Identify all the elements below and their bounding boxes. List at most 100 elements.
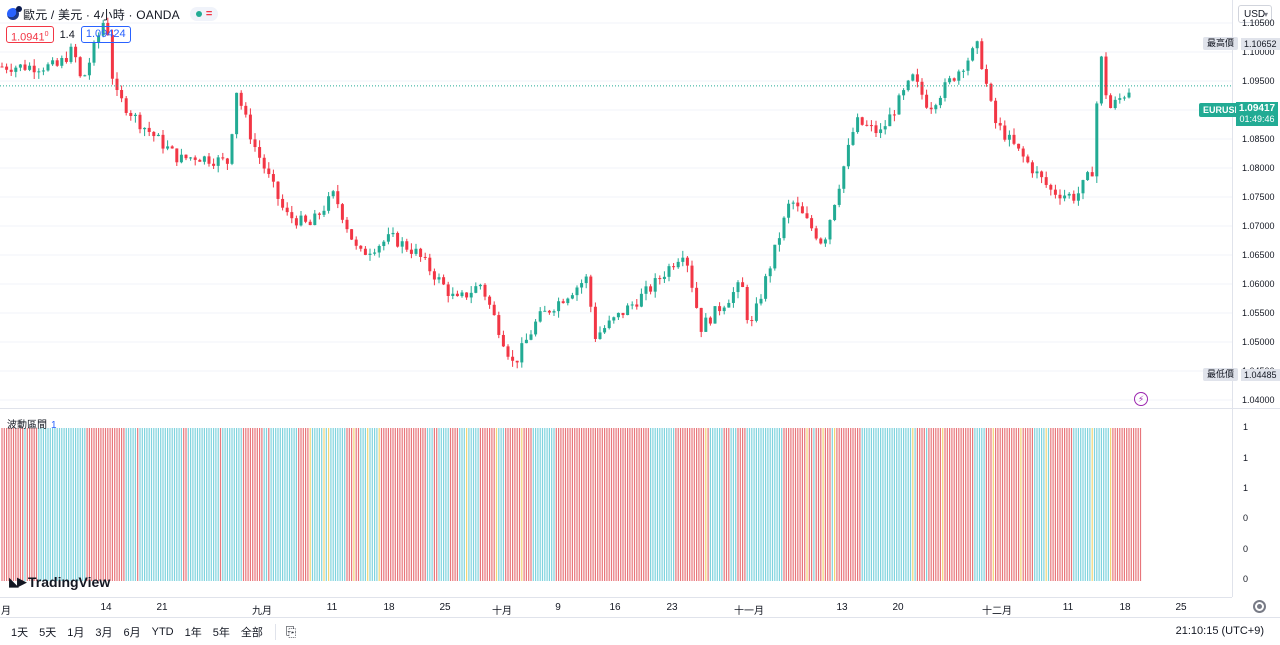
candle <box>41 67 45 76</box>
range-button[interactable]: 5天 <box>39 626 57 639</box>
candle <box>423 252 427 261</box>
tradingview-logo[interactable]: ◣▶ TradingView <box>9 574 110 590</box>
candle <box>428 253 432 276</box>
candle <box>419 247 423 262</box>
price-tick-label: 1.10000 <box>1242 47 1275 57</box>
low-label-tag: 最低價 <box>1203 368 1239 381</box>
candle <box>276 181 280 206</box>
date-range-icon[interactable]: ⎘ <box>285 623 297 639</box>
gear-icon[interactable] <box>1253 600 1266 613</box>
candle <box>414 243 418 256</box>
bid-button[interactable]: 1.09410 <box>6 26 54 44</box>
symbol-title[interactable]: 歐元 / 美元 · 4小時 · OANDA <box>23 7 180 22</box>
candle <box>258 140 262 164</box>
indicator-legend[interactable]: 波動區間 1 <box>7 416 57 431</box>
pane-divider[interactable] <box>0 408 1280 409</box>
candle <box>396 231 400 248</box>
time-tick-label: 十二月 <box>982 606 1012 617</box>
range-button[interactable]: 1月 <box>67 626 85 639</box>
candle <box>676 258 680 269</box>
candle <box>281 194 285 211</box>
candle <box>768 266 772 283</box>
spread-value: 1.4 <box>59 28 75 41</box>
price-chart[interactable] <box>0 0 1232 597</box>
candle <box>704 313 708 332</box>
quote-row: 1.09410 1.4 1.09424 <box>6 26 131 44</box>
candle <box>971 46 975 62</box>
candle <box>138 112 142 134</box>
candle <box>271 169 275 188</box>
candle <box>1109 93 1113 109</box>
candle <box>405 238 409 252</box>
candle <box>662 271 666 284</box>
ask-button[interactable]: 1.09424 <box>80 26 131 43</box>
candle <box>1021 146 1025 163</box>
bar-countdown: 01:49:46 <box>1239 114 1275 124</box>
time-axis[interactable]: 月 14 21 九月 11 18 25 十月 9 16 23 十一月 13 20 十二月 11 18 25 <box>0 597 1232 618</box>
candle <box>202 155 206 165</box>
candle <box>51 57 55 66</box>
candle <box>1012 128 1016 146</box>
candle <box>1127 88 1131 99</box>
candle <box>837 184 841 208</box>
price-tick-label: 1.06500 <box>1242 250 1275 260</box>
candle <box>1113 96 1117 110</box>
candle <box>354 236 358 250</box>
candle <box>28 62 32 72</box>
price-tick-label: 1.05000 <box>1242 337 1275 347</box>
candle <box>14 65 18 78</box>
candle <box>373 248 377 256</box>
candle <box>630 301 634 310</box>
time-tick-label: 11 <box>1062 602 1074 613</box>
candle <box>221 152 225 161</box>
candle <box>561 298 565 304</box>
candle <box>639 288 643 308</box>
lightning-icon[interactable]: ⚡ <box>1134 392 1148 406</box>
candle <box>810 215 814 231</box>
range-button[interactable]: 6月 <box>123 626 141 639</box>
candle <box>336 184 340 209</box>
candle <box>156 133 160 137</box>
range-button[interactable]: YTD <box>151 625 174 638</box>
candle <box>805 206 809 219</box>
range-button[interactable]: 1年 <box>184 626 202 639</box>
candle <box>860 116 864 126</box>
currency-select[interactable]: USD <box>1238 5 1272 24</box>
price-tick-label: 1.04000 <box>1242 395 1275 405</box>
candle <box>736 280 740 299</box>
candle <box>304 214 308 224</box>
candle <box>37 68 41 79</box>
candle <box>612 316 616 324</box>
candle <box>814 225 818 241</box>
candle <box>198 158 202 162</box>
price-tick-label: 1.05500 <box>1242 308 1275 318</box>
range-button[interactable]: 全部 <box>240 626 263 639</box>
candle <box>193 155 197 166</box>
range-button[interactable]: 1天 <box>11 626 29 639</box>
time-tick-label: 16 <box>609 602 621 613</box>
indicator-tick-label: 1 <box>1243 453 1249 463</box>
candle <box>727 299 731 308</box>
clock-readout[interactable]: 21:10:15 (UTC+9) <box>1175 625 1264 637</box>
range-button[interactable]: 5年 <box>212 626 230 639</box>
candle <box>787 199 791 224</box>
candle <box>708 316 712 326</box>
candle <box>87 57 91 80</box>
candle <box>147 121 151 137</box>
time-tick-label: 23 <box>666 602 678 613</box>
range-button[interactable]: 3月 <box>95 626 113 639</box>
candle <box>345 217 349 233</box>
market-status-pill[interactable]: = <box>189 7 219 21</box>
candle <box>607 315 611 330</box>
chart-header: 歐元 / 美元 · 4小時 · OANDA = <box>0 0 1232 28</box>
candle <box>616 312 620 321</box>
candle <box>538 307 542 323</box>
candle <box>442 274 446 286</box>
candle <box>478 283 482 290</box>
toolbar-divider <box>274 623 276 640</box>
candle <box>1058 189 1062 205</box>
candle <box>225 157 229 170</box>
candle <box>166 140 170 151</box>
candle <box>55 58 59 67</box>
candle <box>557 297 561 318</box>
